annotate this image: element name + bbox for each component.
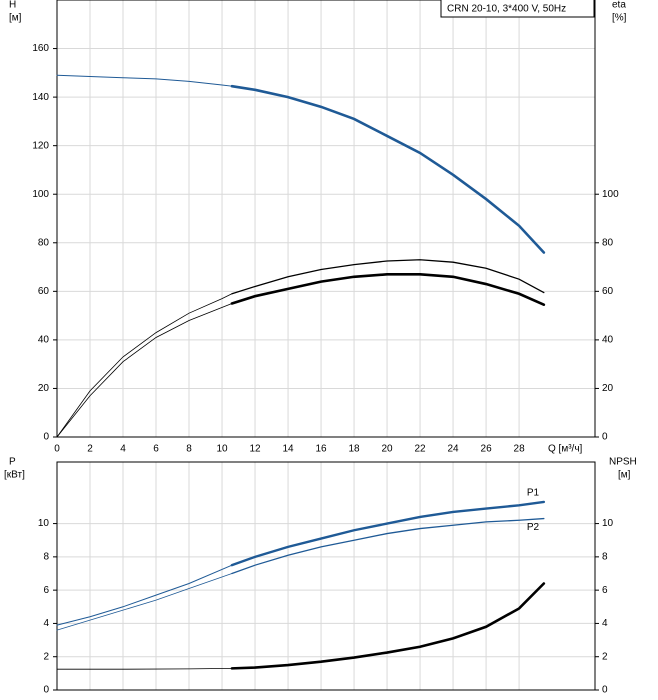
y-tick-label: 100 xyxy=(32,189,49,200)
y2-tick-label: 2 xyxy=(602,651,608,662)
curve xyxy=(230,500,546,567)
y-tick-label: 140 xyxy=(32,92,49,103)
y2-axis-label: NPSH xyxy=(609,457,637,468)
curve-label: P1 xyxy=(527,488,540,499)
y-tick-label: 2 xyxy=(43,651,49,662)
y-tick-label: 60 xyxy=(38,286,50,297)
curve xyxy=(231,517,545,575)
x-tick-label: 20 xyxy=(381,444,393,455)
y-tick-label: 160 xyxy=(32,43,49,54)
y-tick-label: 8 xyxy=(43,552,49,563)
y2-tick-label: 100 xyxy=(602,189,619,200)
y2-axis-label: [%] xyxy=(612,13,627,24)
y-tick-label: 40 xyxy=(38,335,50,346)
y-axis-label: [кВт] xyxy=(4,470,25,481)
y-tick-label: 120 xyxy=(32,140,49,151)
y2-tick-label: 80 xyxy=(602,237,614,248)
curve xyxy=(56,667,233,670)
y2-axis-label: [м] xyxy=(618,470,631,481)
y-tick-label: 20 xyxy=(38,383,50,394)
plot-frame xyxy=(56,0,596,438)
y2-tick-label: 0 xyxy=(602,685,608,696)
y2-tick-label: 20 xyxy=(602,383,614,394)
y2-axis-label: eta xyxy=(612,0,626,11)
x-tick-label: 26 xyxy=(481,444,493,455)
x-axis-label: Q [м³/ч] xyxy=(548,444,583,455)
x-tick-label: 28 xyxy=(514,444,526,455)
x-tick-label: 8 xyxy=(186,444,192,455)
curve-label: P2 xyxy=(527,522,540,533)
y-axis-label: P xyxy=(9,457,16,468)
y-tick-label: 80 xyxy=(38,237,50,248)
x-tick-label: 18 xyxy=(348,444,360,455)
annotation-box xyxy=(440,0,595,18)
y-tick-label: 10 xyxy=(38,518,50,529)
x-tick-label: 16 xyxy=(315,444,327,455)
x-tick-label: 12 xyxy=(249,444,261,455)
x-tick-label: 0 xyxy=(54,444,60,455)
x-tick-label: 10 xyxy=(216,444,228,455)
x-tick-label: 14 xyxy=(282,444,294,455)
x-tick-label: 4 xyxy=(120,444,126,455)
y-tick-label: 0 xyxy=(43,432,49,443)
y-tick-label: 6 xyxy=(43,585,49,596)
y2-tick-label: 0 xyxy=(602,432,608,443)
y-axis-label: [м] xyxy=(9,13,22,24)
annotation: CRN 20-10, 3*400 V, 50Hz xyxy=(447,4,566,15)
curve xyxy=(230,84,546,254)
x-tick-label: 2 xyxy=(87,444,93,455)
y2-tick-label: 60 xyxy=(602,286,614,297)
y2-tick-label: 40 xyxy=(602,335,614,346)
y2-tick-label: 10 xyxy=(602,518,614,529)
curve xyxy=(230,582,546,670)
curve xyxy=(56,74,233,87)
x-tick-label: 22 xyxy=(415,444,427,455)
curve xyxy=(56,564,233,626)
curve xyxy=(231,259,545,295)
curve xyxy=(56,573,233,631)
y-tick-label: 0 xyxy=(43,685,49,696)
y2-tick-label: 8 xyxy=(602,552,608,563)
curve xyxy=(56,303,233,438)
y-axis-label: H xyxy=(9,0,16,11)
y2-tick-label: 4 xyxy=(602,618,608,629)
x-tick-label: 6 xyxy=(153,444,159,455)
curve xyxy=(56,293,233,438)
curve xyxy=(230,273,546,306)
x-tick-label: 24 xyxy=(448,444,460,455)
y-tick-label: 4 xyxy=(43,618,49,629)
y2-tick-label: 6 xyxy=(602,585,608,596)
plot-frame xyxy=(56,461,596,691)
